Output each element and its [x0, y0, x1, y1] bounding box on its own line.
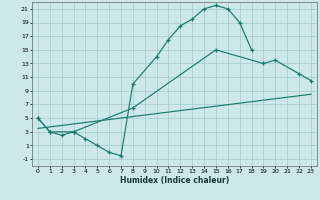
X-axis label: Humidex (Indice chaleur): Humidex (Indice chaleur) — [120, 176, 229, 185]
